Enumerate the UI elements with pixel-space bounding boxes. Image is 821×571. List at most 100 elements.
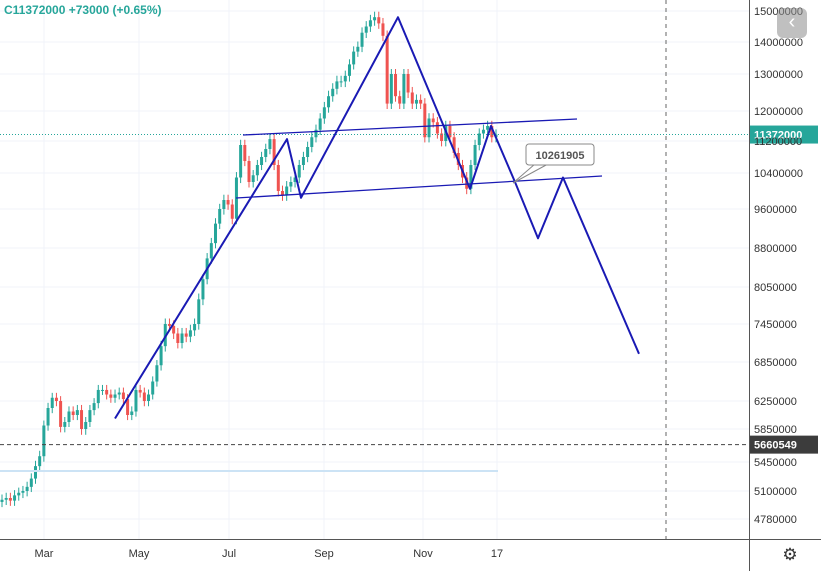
candle-body <box>469 165 473 189</box>
candle-body <box>352 51 356 65</box>
candle-body <box>243 145 247 161</box>
candle-body <box>255 165 259 176</box>
upper-trend-line <box>242 118 578 136</box>
candle-body <box>38 456 42 467</box>
candle-body <box>276 165 280 191</box>
candle-body <box>188 330 192 337</box>
candle-body <box>381 23 385 36</box>
candle-body <box>251 175 255 182</box>
price-tick-label: 14000000 <box>754 37 803 49</box>
candle-body <box>59 401 63 427</box>
candle-body <box>431 118 435 123</box>
candle-body <box>293 177 297 182</box>
candle-body <box>335 81 339 89</box>
candle-body <box>142 392 146 401</box>
price-tick-label: 8050000 <box>754 282 797 294</box>
candle-body <box>21 491 25 493</box>
gear-icon[interactable]: ⚙ <box>782 545 798 564</box>
candle-body <box>113 394 117 398</box>
candle-body <box>486 126 490 130</box>
candle-body <box>92 403 96 411</box>
price-tick-label: 10400000 <box>754 168 803 180</box>
current-price-badge-label: 11372000 <box>754 130 802 142</box>
time-tick-label: May <box>129 548 150 560</box>
symbol-header: C11372000 +73000 (+0.65%) <box>4 3 162 17</box>
candle-body <box>4 498 8 500</box>
candle-body <box>402 74 406 104</box>
candle-body <box>100 389 104 391</box>
candle-body <box>289 182 293 187</box>
candlestick-series <box>0 11 498 508</box>
candle-body <box>398 96 402 104</box>
candle-body <box>339 81 343 83</box>
candle-body <box>8 498 12 501</box>
price-tick-label: 4780000 <box>754 514 797 526</box>
candle-body <box>318 118 322 130</box>
candle-body <box>88 410 92 422</box>
candle-body <box>427 118 431 138</box>
candle-body <box>347 64 351 76</box>
lower-trend-line <box>235 175 603 199</box>
candle-body <box>452 137 456 153</box>
candle-body <box>147 394 151 401</box>
candle-body <box>42 425 46 457</box>
candle-body <box>155 365 159 382</box>
candle-body <box>214 223 218 244</box>
callout-pointer <box>512 163 549 184</box>
candle-body <box>105 389 109 395</box>
candle-body <box>377 17 381 24</box>
candle-body <box>180 333 184 343</box>
candle-body <box>406 74 410 93</box>
candle-body <box>306 147 310 157</box>
candle-body <box>327 96 331 108</box>
candle-body <box>247 161 251 182</box>
candle-body <box>84 422 88 429</box>
drawn-pattern[interactable]: 10261905 <box>114 16 640 420</box>
candle-body <box>138 389 142 393</box>
candle-body <box>410 92 414 104</box>
candle-body <box>193 324 197 331</box>
chevron-left-icon[interactable]: ‹ <box>777 8 807 38</box>
candle-body <box>490 126 494 138</box>
candle-body <box>209 243 213 259</box>
candle-body <box>360 32 364 47</box>
candle-body <box>385 35 389 104</box>
candle-body <box>448 126 452 138</box>
candle-body <box>109 394 113 398</box>
candle-body <box>435 122 439 134</box>
candle-body <box>167 324 171 326</box>
candle-body <box>394 74 398 97</box>
candle-body <box>63 422 67 427</box>
candle-body <box>130 411 134 415</box>
chart-overlays: 11372000 5660549 <box>0 0 818 539</box>
candle-body <box>280 191 284 196</box>
candle-body <box>184 333 188 337</box>
candle-body <box>172 325 176 334</box>
candle-body <box>159 346 163 366</box>
candle-body <box>126 399 130 415</box>
callout-box <box>525 143 595 166</box>
candle-body <box>75 410 79 415</box>
candle-body <box>50 397 54 408</box>
horizontal-line-badge <box>750 435 818 454</box>
current-price-badge <box>750 125 818 144</box>
price-change-percent: (+0.65%) <box>112 3 162 17</box>
price-tick-label: 5850000 <box>754 424 797 436</box>
price-tick-label: 8800000 <box>754 243 797 255</box>
callout-label: 10261905 <box>536 150 585 162</box>
candle-body <box>264 149 268 157</box>
chart-grid <box>0 0 749 539</box>
candle-body <box>356 46 360 52</box>
candle-body <box>373 17 377 21</box>
time-tick-label: Mar <box>35 548 54 560</box>
candle-body <box>29 478 33 487</box>
candle-body <box>230 204 234 219</box>
time-tick-label: Nov <box>413 548 433 560</box>
candle-body <box>389 74 393 104</box>
candle-body <box>285 186 289 196</box>
candle-body <box>272 139 276 165</box>
candle-body <box>368 20 372 27</box>
time-tick-label: 17 <box>491 548 503 560</box>
price-tick-label: 5100000 <box>754 486 797 498</box>
